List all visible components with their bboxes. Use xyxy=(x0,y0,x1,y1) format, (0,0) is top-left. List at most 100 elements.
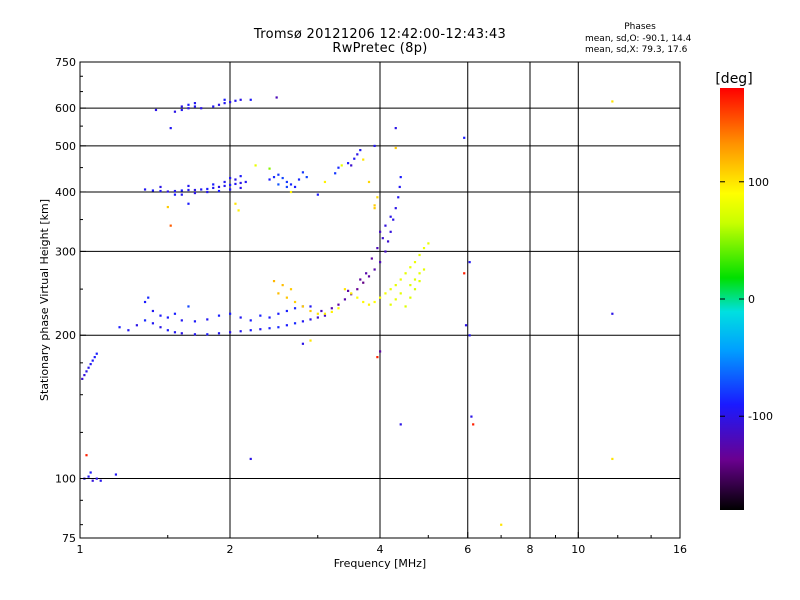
y-tick-label: 100 xyxy=(55,473,76,486)
data-point xyxy=(353,157,356,160)
data-point xyxy=(285,296,288,299)
data-point xyxy=(285,324,288,327)
data-point xyxy=(301,320,305,323)
x-tick-label: 4 xyxy=(377,543,384,556)
data-point xyxy=(180,105,183,108)
data-point xyxy=(217,103,221,106)
data-point xyxy=(259,328,262,331)
data-point xyxy=(611,312,614,315)
data-point xyxy=(187,188,190,192)
data-point xyxy=(323,314,327,317)
data-point xyxy=(239,98,242,101)
data-point xyxy=(394,298,397,301)
data-point xyxy=(359,278,362,281)
data-point xyxy=(159,326,162,329)
data-point xyxy=(180,108,183,112)
data-point xyxy=(268,167,271,170)
data-point xyxy=(316,316,319,319)
data-point xyxy=(277,183,280,186)
data-point xyxy=(239,330,242,333)
data-point xyxy=(166,205,169,209)
data-point xyxy=(187,202,190,205)
data-point xyxy=(127,329,130,332)
data-point xyxy=(289,190,293,194)
data-point xyxy=(285,309,288,313)
data-point xyxy=(187,184,190,188)
phases-x-stats: mean, sd,X: 79.3, 17.6 xyxy=(585,45,688,55)
data-point xyxy=(309,305,312,308)
colorbar-label: [deg] xyxy=(715,71,752,87)
data-point xyxy=(85,454,88,457)
data-point xyxy=(193,105,197,108)
data-point xyxy=(234,178,237,181)
data-point xyxy=(301,342,305,345)
colorbar-tick-label: 100 xyxy=(748,176,769,189)
data-point xyxy=(135,324,138,327)
data-point xyxy=(330,310,333,314)
data-point xyxy=(362,300,365,304)
data-point xyxy=(159,185,162,189)
data-point xyxy=(409,296,412,299)
x-tick-label: 2 xyxy=(227,543,234,556)
data-point xyxy=(500,523,503,526)
data-point xyxy=(83,374,86,377)
data-point xyxy=(373,207,376,210)
data-point xyxy=(394,207,397,210)
data-point xyxy=(223,98,226,101)
data-point xyxy=(193,191,197,195)
x-tick-label: 16 xyxy=(673,543,687,556)
data-point xyxy=(334,172,337,175)
data-point xyxy=(159,189,162,193)
data-point xyxy=(229,101,232,104)
data-point xyxy=(389,288,392,291)
data-point xyxy=(376,196,379,199)
data-point xyxy=(379,350,382,353)
data-point xyxy=(249,457,252,461)
data-point xyxy=(89,471,92,474)
data-point xyxy=(187,305,190,308)
data-point xyxy=(89,363,92,366)
data-point xyxy=(166,316,169,319)
data-point xyxy=(87,475,90,478)
data-point xyxy=(212,105,215,108)
data-point xyxy=(470,415,473,418)
data-point xyxy=(340,164,343,167)
data-point xyxy=(237,209,240,212)
data-point xyxy=(427,242,430,245)
data-point xyxy=(180,319,183,322)
data-point xyxy=(147,296,150,299)
data-point xyxy=(143,300,147,304)
data-point xyxy=(343,298,347,301)
data-point xyxy=(180,332,183,335)
data-point xyxy=(173,193,177,196)
data-point xyxy=(95,477,98,480)
data-point xyxy=(404,272,407,275)
data-point xyxy=(422,268,426,271)
data-point xyxy=(249,319,252,322)
x-tick-label: 8 xyxy=(527,543,534,556)
data-point xyxy=(212,186,215,190)
data-point xyxy=(159,314,162,317)
data-point xyxy=(418,272,421,275)
data-point xyxy=(114,473,118,476)
data-point xyxy=(275,96,278,99)
data-point xyxy=(346,289,350,292)
data-point xyxy=(272,280,276,283)
data-point xyxy=(409,284,412,287)
data-point xyxy=(187,107,190,110)
data-point xyxy=(379,296,382,299)
data-point xyxy=(277,173,280,176)
y-tick-label: 300 xyxy=(55,245,76,258)
data-point xyxy=(91,359,94,362)
data-point xyxy=(166,329,169,332)
data-point xyxy=(320,309,323,313)
data-point xyxy=(394,146,397,150)
data-point xyxy=(285,180,288,184)
data-point xyxy=(229,312,232,315)
data-point xyxy=(206,190,209,194)
data-point xyxy=(249,329,252,332)
data-point xyxy=(151,322,155,325)
x-tick-label: 6 xyxy=(464,543,471,556)
grid-lines xyxy=(80,62,680,538)
